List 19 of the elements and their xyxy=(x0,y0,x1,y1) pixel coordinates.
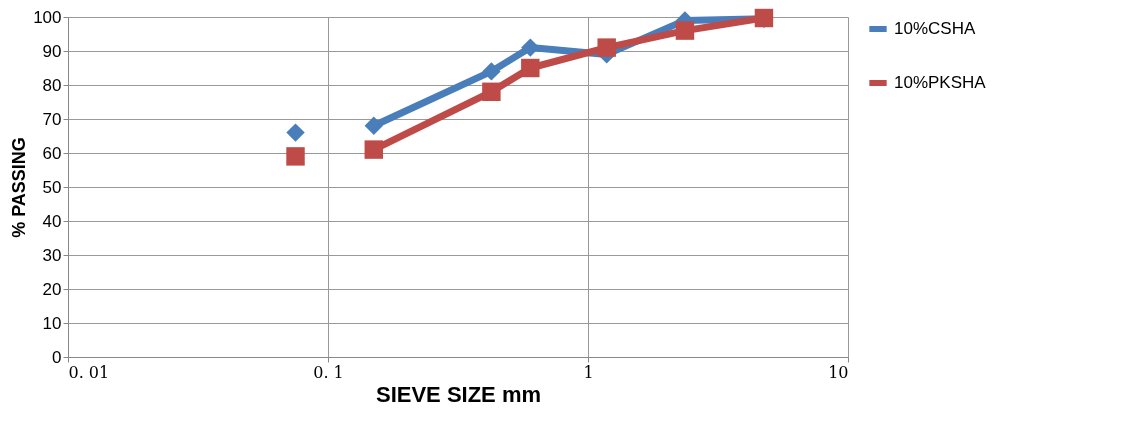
y-tick-label: 60 xyxy=(42,143,62,163)
y-tick-label: 30 xyxy=(42,245,62,265)
y-tick-label: 0 xyxy=(52,347,62,367)
y-tick-label: 20 xyxy=(42,279,62,299)
legend-label: 10%PKSHA xyxy=(894,73,987,92)
y-tick-label: 100 xyxy=(33,7,62,27)
x-tick-label: 0. 1 xyxy=(313,362,344,382)
y-tick-label: 90 xyxy=(42,41,62,61)
x-tick-label: 10 xyxy=(828,362,849,382)
y-axis-title: % PASSING xyxy=(9,137,30,238)
x-axis-title: SIEVE SIZE mm xyxy=(375,381,542,407)
y-tick-label: 80 xyxy=(42,75,62,95)
y-tick-label: 70 xyxy=(42,109,62,129)
y-tick-label: 40 xyxy=(42,211,62,231)
y-tick-label: 50 xyxy=(42,177,62,197)
x-tick-label: 1 xyxy=(583,362,594,382)
legend-label: 10%CSHA xyxy=(894,19,976,38)
x-tick-label: 0. 01 xyxy=(68,362,110,382)
y-tick-label: 10 xyxy=(42,313,62,333)
